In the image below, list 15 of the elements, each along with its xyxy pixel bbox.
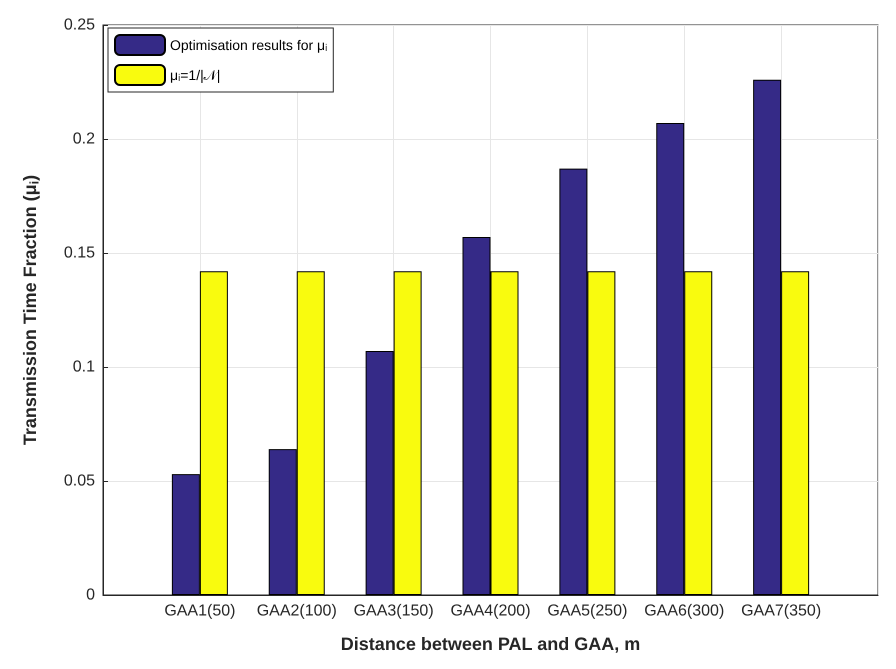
y-tick-label: 0 <box>86 586 96 604</box>
x-tick-label: GAA5(250) <box>547 602 628 620</box>
x-tick-label: GAA4(200) <box>450 602 531 620</box>
y-tick-label: 0.1 <box>72 358 96 376</box>
y-tick-label: 0.15 <box>64 244 96 262</box>
x-axis-title: Distance between PAL and GAA, m <box>340 634 640 654</box>
x-tick-label: GAA6(300) <box>644 602 724 620</box>
x-tick-label: GAA7(350) <box>741 602 822 620</box>
x-tick-label: GAA1(50) <box>164 602 236 620</box>
x-tick-label: GAA3(150) <box>354 602 434 620</box>
y-tick-label: 0.25 <box>64 16 96 34</box>
y-tick-label: 0.05 <box>64 472 96 490</box>
x-tick-label: GAA2(100) <box>256 602 337 620</box>
y-axis-title: Transmission Time Fraction (μi) <box>20 174 42 446</box>
y-tick-label: 0.2 <box>72 130 96 148</box>
